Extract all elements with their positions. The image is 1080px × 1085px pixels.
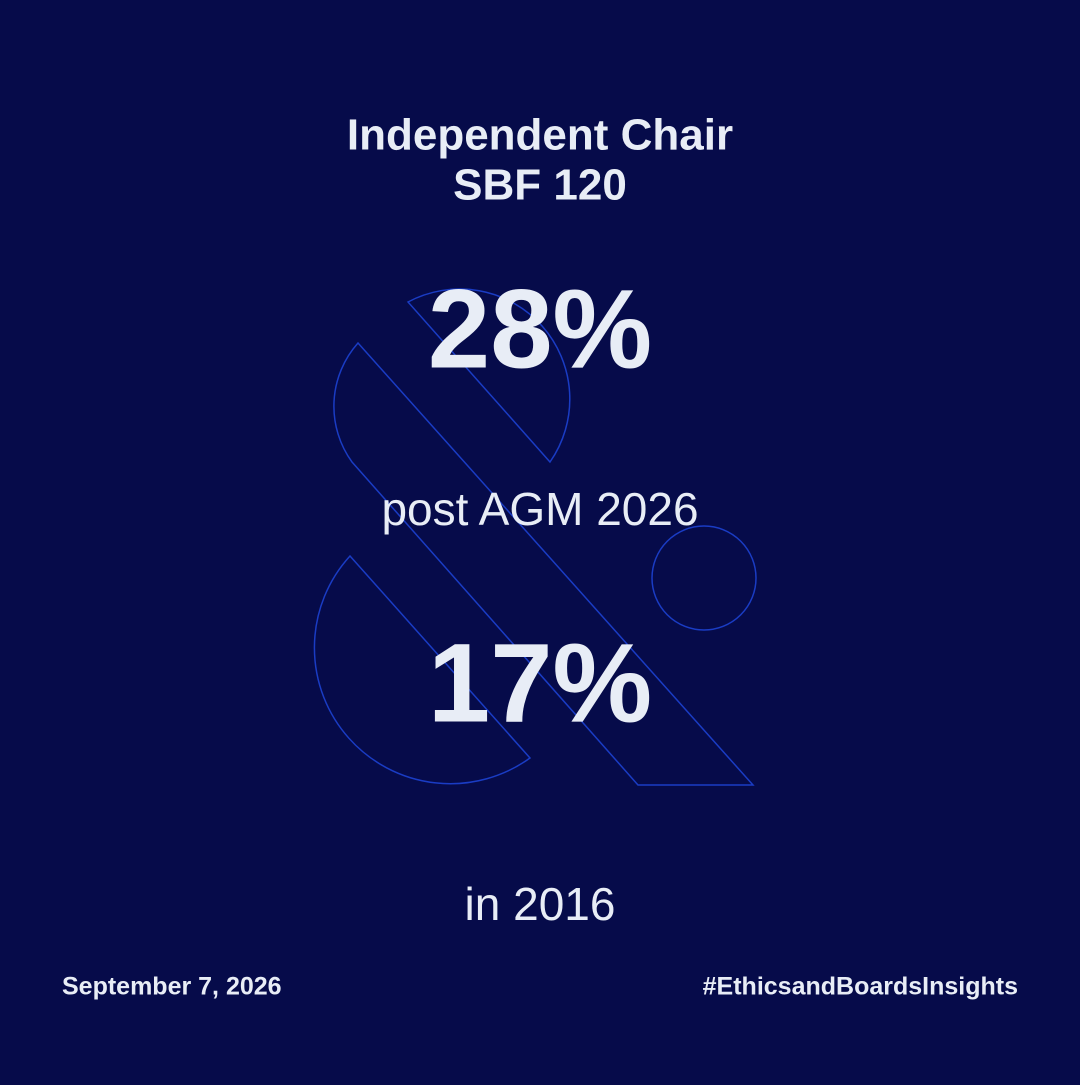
stat-value: 28%: [428, 267, 652, 392]
decoration: [313, 288, 757, 786]
stat-value: 17%: [428, 621, 652, 746]
date: September 7, 2026: [62, 973, 282, 1001]
half-disc-top: [406, 288, 571, 464]
stat-caption: in 2016: [465, 878, 616, 930]
small-circle: [651, 525, 757, 631]
hashtag: #EthicsandBoardsInsights: [703, 973, 1018, 1001]
title-line: Independent Chair: [347, 111, 733, 160]
stat-caption: post AGM 2026: [381, 483, 698, 535]
title-line: SBF 120: [453, 161, 627, 210]
half-disc-bottom: [313, 554, 532, 785]
band-shape: [333, 341, 755, 786]
